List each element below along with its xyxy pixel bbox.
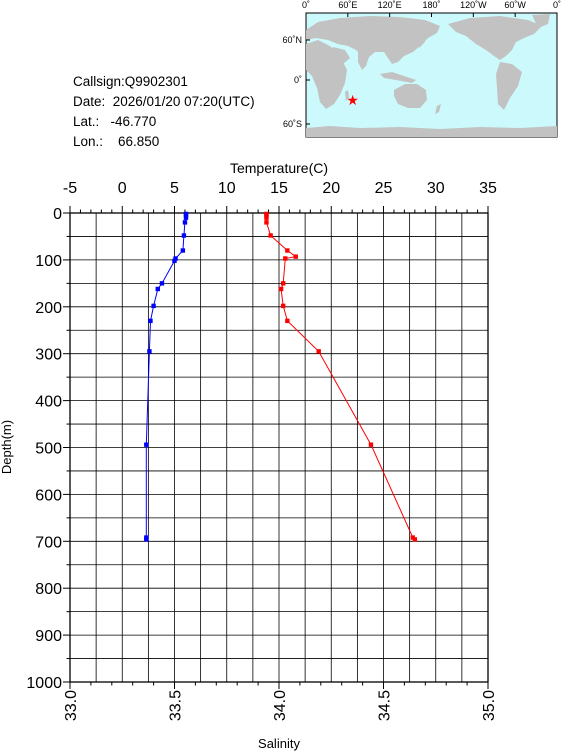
data-point-salinity bbox=[412, 537, 418, 542]
land-antarctica bbox=[306, 126, 557, 137]
land-greenland bbox=[532, 14, 550, 28]
map-longitude-labels: 0˚ 60˚E 120˚E 180˚ 120˚W 60˚W 0˚ bbox=[302, 0, 561, 17]
bottom-axis-tick-label: 34.5 bbox=[377, 690, 394, 721]
land-north-america bbox=[448, 16, 542, 60]
data-point-salinity bbox=[264, 213, 269, 218]
date-text: Date: 2026/01/20 07:20(UTC) bbox=[73, 94, 255, 109]
left-axis-tick-label: 400 bbox=[35, 394, 62, 411]
left-axis-tick-label: 600 bbox=[35, 487, 62, 504]
land-arabia bbox=[333, 47, 350, 64]
map-land bbox=[306, 14, 557, 137]
data-point-temperature bbox=[151, 303, 156, 309]
left-axis-tick-label: 700 bbox=[35, 534, 62, 551]
data-point-temperature bbox=[183, 215, 189, 220]
data-point-salinity bbox=[280, 281, 286, 286]
top-axis-tick-label: 0 bbox=[118, 180, 127, 197]
map-lon-label: 120˚W bbox=[460, 0, 487, 10]
map-lon-label: 60˚E bbox=[338, 0, 357, 10]
map-latitude-labels: 60˚N 0˚ 60˚S bbox=[282, 35, 310, 129]
data-point-temperature bbox=[159, 281, 165, 286]
data-point-temperature bbox=[144, 442, 149, 447]
land-japan bbox=[418, 34, 425, 48]
map-lon-label: 120˚E bbox=[378, 0, 402, 10]
land-south-america bbox=[496, 62, 522, 110]
callsign-text: Callsign:Q9902301 bbox=[73, 74, 188, 89]
latitude-text: Lat.: -46.770 bbox=[73, 114, 157, 129]
left-axis-tick-label: 900 bbox=[35, 628, 62, 645]
left-axis-tick-label: 500 bbox=[35, 441, 62, 458]
data-point-salinity bbox=[278, 286, 284, 292]
map-lon-label: 60˚W bbox=[504, 0, 526, 10]
data-point-temperature bbox=[147, 349, 152, 354]
map-lon-label: 180˚ bbox=[422, 0, 440, 10]
data-point-temperature bbox=[181, 233, 187, 238]
map-lat-label: 60˚N bbox=[282, 35, 302, 45]
map-marker: ★ bbox=[346, 92, 359, 108]
bottom-axis-title: Salinity bbox=[258, 736, 300, 751]
left-axis-tick-label: 100 bbox=[35, 253, 62, 270]
bottom-axis-tick-label: 35.0 bbox=[481, 690, 498, 721]
land-madagascar bbox=[345, 90, 349, 101]
data-point-temperature bbox=[173, 256, 178, 261]
data-point-temperature bbox=[182, 220, 188, 225]
station-info: Callsign:Q9902301 Date: 2026/01/20 07:20… bbox=[73, 72, 255, 152]
data-point-salinity bbox=[283, 256, 288, 261]
top-axis-tick-label: 10 bbox=[218, 180, 236, 197]
data-point-salinity bbox=[368, 442, 374, 447]
left-axis-tick-label: 1000 bbox=[26, 675, 62, 692]
top-axis-title: Temperature(C) bbox=[230, 160, 328, 176]
top-axis-tick-label: 25 bbox=[375, 180, 393, 197]
location-map: ★ 0˚ 60˚E 120˚E 180˚ 120˚W 60˚W 0˚ 60˚N 0˚ 60˚S bbox=[282, 0, 561, 138]
data-point-salinity bbox=[285, 318, 290, 324]
data-point-salinity bbox=[264, 220, 269, 225]
data-point-salinity bbox=[268, 233, 273, 238]
left-axis-tick-label: 800 bbox=[35, 581, 62, 598]
map-lon-label: 0˚ bbox=[553, 0, 561, 10]
land-new-zealand bbox=[435, 104, 441, 114]
left-axis-tick-label: 0 bbox=[53, 206, 62, 223]
land-india bbox=[358, 52, 370, 70]
map-lon-label: 0˚ bbox=[302, 0, 310, 10]
land-australia bbox=[394, 84, 427, 108]
top-axis-tick-label: 35 bbox=[479, 180, 497, 197]
top-axis-tick-label: 5 bbox=[170, 180, 179, 197]
series-line-salinity bbox=[266, 213, 416, 540]
series bbox=[144, 211, 418, 542]
data-point-temperature bbox=[155, 286, 160, 292]
series-line-temperature bbox=[145, 213, 187, 540]
land-indonesia bbox=[380, 72, 416, 83]
data-point-salinity bbox=[316, 349, 321, 354]
data-point-salinity bbox=[285, 248, 290, 253]
map-lat-label: 0˚ bbox=[294, 75, 302, 85]
bottom-axis-tick-label: 33.5 bbox=[168, 690, 185, 721]
data-point-salinity bbox=[280, 303, 286, 309]
data-point-temperature bbox=[183, 213, 189, 218]
left-axis-tick-label: 300 bbox=[35, 347, 62, 364]
data-point-temperature bbox=[144, 537, 149, 542]
left-axis-tick-label: 200 bbox=[35, 300, 62, 317]
bottom-axis-tick-label: 33.0 bbox=[63, 690, 80, 721]
top-axis-tick-label: -5 bbox=[63, 180, 77, 197]
data-point-salinity bbox=[293, 254, 298, 259]
top-axis-tick-label: 20 bbox=[322, 180, 340, 197]
bottom-axis-tick-label: 34.0 bbox=[272, 690, 289, 721]
data-point-salinity bbox=[264, 215, 269, 220]
grid bbox=[69, 212, 489, 683]
data-point-temperature bbox=[172, 258, 177, 264]
top-axis-tick-label: 15 bbox=[270, 180, 288, 197]
map-lat-label: 60˚S bbox=[283, 119, 302, 129]
top-axis-tick-label: 30 bbox=[427, 180, 445, 197]
y-axis-title: Depth(m) bbox=[0, 420, 14, 474]
data-point-temperature bbox=[148, 318, 153, 324]
land-eurasia bbox=[306, 16, 440, 64]
longitude-text: Lon.: 66.850 bbox=[73, 134, 160, 149]
data-point-temperature bbox=[180, 248, 186, 253]
